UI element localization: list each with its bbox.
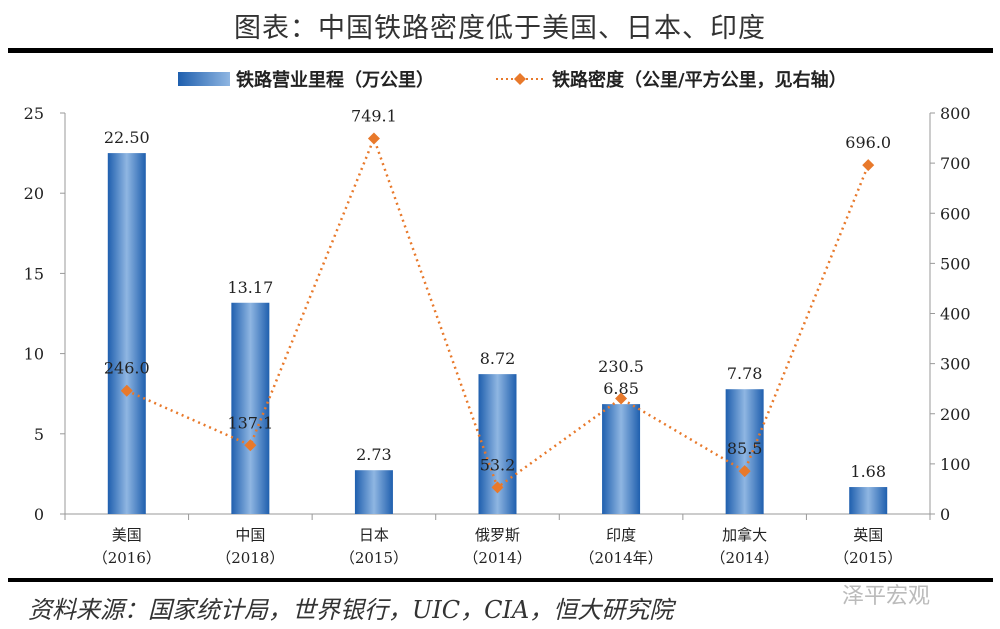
bar-data-label: 13.17 — [227, 278, 273, 297]
right-tick-label: 0 — [940, 505, 950, 524]
bar-data-label: 8.72 — [480, 349, 516, 368]
density-marker — [244, 439, 257, 452]
legend-bar-swatch — [178, 72, 230, 86]
density-marker — [738, 465, 751, 478]
legend-bar-label: 铁路营业里程（万公里） — [236, 69, 434, 91]
line-data-label: 85.5 — [727, 439, 763, 458]
x-tick-label: 印度 — [606, 526, 636, 544]
bar-data-label: 2.73 — [356, 445, 392, 464]
line-data-label: 696.0 — [845, 133, 891, 152]
density-marker — [367, 132, 380, 145]
x-tick-label-year: （2015） — [340, 549, 408, 567]
density-marker — [120, 384, 133, 397]
right-tick-label: 100 — [940, 455, 971, 474]
line-data-label: 137.1 — [227, 413, 273, 432]
right-tick-label: 800 — [940, 104, 971, 123]
density-marker — [615, 392, 628, 405]
x-tick-label: 俄罗斯 — [475, 526, 520, 544]
x-tick-label-year: （2015） — [834, 549, 902, 567]
bar — [602, 404, 641, 514]
legend-line-marker — [514, 73, 526, 85]
x-tick-label-year: （2018） — [216, 549, 284, 567]
left-tick-label: 15 — [24, 264, 44, 283]
bar — [354, 470, 393, 514]
line-data-label: 230.5 — [598, 357, 644, 376]
bar-data-label: 7.78 — [727, 364, 763, 383]
figure-title: 图表：中国铁路密度低于美国、日本、印度 — [234, 13, 766, 44]
bar-data-label: 6.85 — [603, 379, 639, 398]
line-data-label: 749.1 — [351, 107, 397, 126]
bar — [849, 487, 888, 514]
x-tick-label-year: （2016） — [93, 549, 161, 567]
left-tick-label: 20 — [24, 184, 44, 203]
left-tick-label: 25 — [24, 104, 44, 123]
bar — [231, 302, 270, 514]
left-tick-label: 5 — [34, 425, 44, 444]
right-tick-label: 400 — [940, 305, 971, 324]
density-marker — [491, 481, 504, 494]
x-tick-label-year: （2014年） — [579, 549, 662, 567]
bar — [725, 389, 764, 514]
density-marker — [862, 159, 875, 172]
right-tick-label: 700 — [940, 154, 971, 173]
bar — [107, 153, 146, 514]
chart-svg: 铁路营业里程（万公里） 铁路密度（公里/平方公里，见右轴） 0 5 10 15 20 25 0 1… — [24, 69, 971, 567]
line-data-label: 53.2 — [480, 455, 516, 474]
right-tick-label: 300 — [940, 355, 971, 374]
bottom-rule — [8, 578, 993, 582]
top-rule — [8, 48, 993, 53]
line-data-label: 246.0 — [104, 359, 150, 378]
x-tick-label: 加拿大 — [722, 526, 767, 544]
left-tick-label: 0 — [34, 505, 44, 524]
legend-line-label: 铁路密度（公里/平方公里，见右轴） — [552, 69, 847, 91]
x-tick-label: 美国 — [112, 526, 142, 544]
right-tick-label: 500 — [940, 254, 971, 273]
bar-data-label: 1.68 — [850, 462, 886, 481]
right-tick-label: 600 — [940, 204, 971, 223]
x-tick-label: 中国 — [235, 526, 265, 544]
watermark-logo: 泽平宏观 — [838, 584, 935, 610]
source-note: 资料来源：国家统计局，世界银行，UIC，CIA，恒大研究院 — [28, 596, 674, 624]
right-tick-label: 200 — [940, 405, 971, 424]
x-tick-label-year: （2014） — [711, 549, 779, 567]
left-tick-label: 10 — [24, 345, 44, 364]
x-tick-label: 日本 — [359, 526, 389, 544]
x-tick-label-year: （2014） — [463, 549, 531, 567]
bar-data-label: 22.50 — [104, 128, 150, 147]
x-tick-label: 英国 — [853, 526, 883, 544]
